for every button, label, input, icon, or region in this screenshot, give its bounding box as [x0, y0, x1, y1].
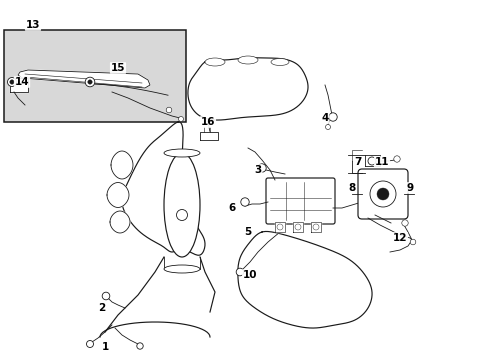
Circle shape	[137, 343, 143, 349]
Text: 1: 1	[101, 342, 108, 352]
Circle shape	[88, 80, 92, 84]
Polygon shape	[122, 122, 204, 255]
Polygon shape	[111, 151, 133, 179]
Polygon shape	[187, 58, 307, 120]
Circle shape	[312, 224, 318, 230]
Text: 12: 12	[392, 233, 407, 243]
Circle shape	[102, 292, 110, 300]
Circle shape	[376, 188, 388, 200]
Text: 6: 6	[228, 203, 235, 213]
Ellipse shape	[270, 58, 288, 66]
Text: 13: 13	[26, 20, 40, 30]
Circle shape	[294, 224, 301, 230]
Ellipse shape	[163, 149, 200, 157]
Circle shape	[85, 77, 95, 87]
Text: 9: 9	[406, 183, 413, 193]
Text: 3: 3	[254, 165, 261, 175]
Polygon shape	[200, 132, 218, 140]
Text: 8: 8	[347, 183, 355, 193]
Polygon shape	[237, 231, 371, 328]
Circle shape	[393, 156, 399, 162]
Circle shape	[7, 77, 17, 86]
Polygon shape	[364, 155, 379, 166]
Text: 7: 7	[354, 157, 361, 167]
Polygon shape	[10, 78, 28, 92]
Text: 5: 5	[244, 227, 251, 237]
FancyBboxPatch shape	[4, 30, 185, 122]
Ellipse shape	[204, 58, 224, 66]
FancyBboxPatch shape	[265, 178, 334, 224]
Text: 16: 16	[201, 117, 215, 127]
Circle shape	[10, 80, 14, 84]
Text: 14: 14	[15, 77, 29, 87]
Circle shape	[240, 198, 249, 206]
Polygon shape	[274, 222, 285, 232]
Text: 15: 15	[110, 63, 125, 73]
Circle shape	[166, 107, 171, 113]
Ellipse shape	[163, 153, 200, 257]
Circle shape	[409, 239, 415, 245]
Circle shape	[178, 117, 183, 122]
Circle shape	[401, 220, 407, 226]
Circle shape	[369, 181, 395, 207]
Text: 4: 4	[321, 113, 328, 123]
Circle shape	[257, 164, 265, 172]
Circle shape	[276, 224, 283, 230]
Circle shape	[325, 125, 330, 130]
Circle shape	[367, 157, 375, 165]
FancyBboxPatch shape	[357, 169, 407, 219]
Ellipse shape	[238, 56, 258, 64]
Circle shape	[86, 341, 93, 347]
Polygon shape	[18, 70, 150, 88]
Ellipse shape	[163, 265, 200, 273]
Text: 10: 10	[242, 270, 257, 280]
Circle shape	[328, 113, 337, 121]
Polygon shape	[107, 183, 129, 207]
Circle shape	[236, 268, 244, 276]
Text: 2: 2	[98, 303, 105, 313]
Polygon shape	[292, 222, 303, 232]
Polygon shape	[110, 211, 130, 233]
Circle shape	[176, 210, 187, 220]
Polygon shape	[310, 222, 320, 232]
Text: 11: 11	[374, 157, 388, 167]
